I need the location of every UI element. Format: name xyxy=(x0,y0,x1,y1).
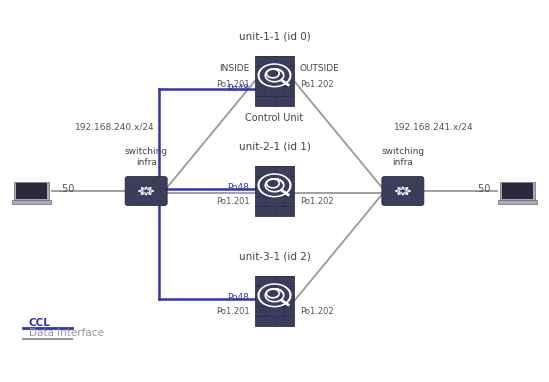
Text: unit-1-1 (id 0): unit-1-1 (id 0) xyxy=(239,31,310,41)
Circle shape xyxy=(260,65,289,85)
Circle shape xyxy=(260,285,289,305)
Text: switching
infra: switching infra xyxy=(382,147,424,167)
Circle shape xyxy=(258,64,291,87)
Text: Po1.201: Po1.201 xyxy=(216,307,249,316)
Text: Po1.202: Po1.202 xyxy=(300,80,333,89)
Text: INSIDE: INSIDE xyxy=(219,65,249,73)
Circle shape xyxy=(258,284,291,307)
Text: unit-2-1 (id 1): unit-2-1 (id 1) xyxy=(239,141,310,151)
Text: 192.168.241.x/24: 192.168.241.x/24 xyxy=(394,122,474,131)
Text: Po1.201: Po1.201 xyxy=(216,197,249,206)
Text: CCL: CCL xyxy=(29,317,51,327)
Text: .50: .50 xyxy=(59,184,74,194)
Circle shape xyxy=(258,174,291,197)
FancyBboxPatch shape xyxy=(14,181,49,201)
Text: Po48: Po48 xyxy=(227,293,249,302)
Text: Po1.201: Po1.201 xyxy=(216,80,249,89)
FancyBboxPatch shape xyxy=(16,183,47,199)
Text: 192.168.240.x/24: 192.168.240.x/24 xyxy=(75,122,155,131)
FancyBboxPatch shape xyxy=(255,276,294,325)
Text: unit-3-1 (id 2): unit-3-1 (id 2) xyxy=(239,251,310,261)
Text: Control Unit: Control Unit xyxy=(245,113,304,123)
Text: Po1.202: Po1.202 xyxy=(300,307,333,316)
FancyBboxPatch shape xyxy=(255,57,294,106)
Text: switching
infra: switching infra xyxy=(125,147,167,167)
FancyBboxPatch shape xyxy=(12,201,51,204)
FancyBboxPatch shape xyxy=(498,201,537,204)
Text: Po1.202: Po1.202 xyxy=(300,197,333,206)
Text: Po48: Po48 xyxy=(227,84,249,93)
Text: OUTSIDE: OUTSIDE xyxy=(300,65,339,73)
FancyBboxPatch shape xyxy=(500,181,535,201)
Text: Data Interface: Data Interface xyxy=(29,328,104,338)
FancyBboxPatch shape xyxy=(255,166,294,216)
FancyBboxPatch shape xyxy=(125,176,167,206)
Circle shape xyxy=(260,175,289,195)
FancyBboxPatch shape xyxy=(502,183,533,199)
Text: .50: .50 xyxy=(475,184,490,194)
FancyBboxPatch shape xyxy=(382,176,424,206)
Text: Po48: Po48 xyxy=(227,183,249,192)
